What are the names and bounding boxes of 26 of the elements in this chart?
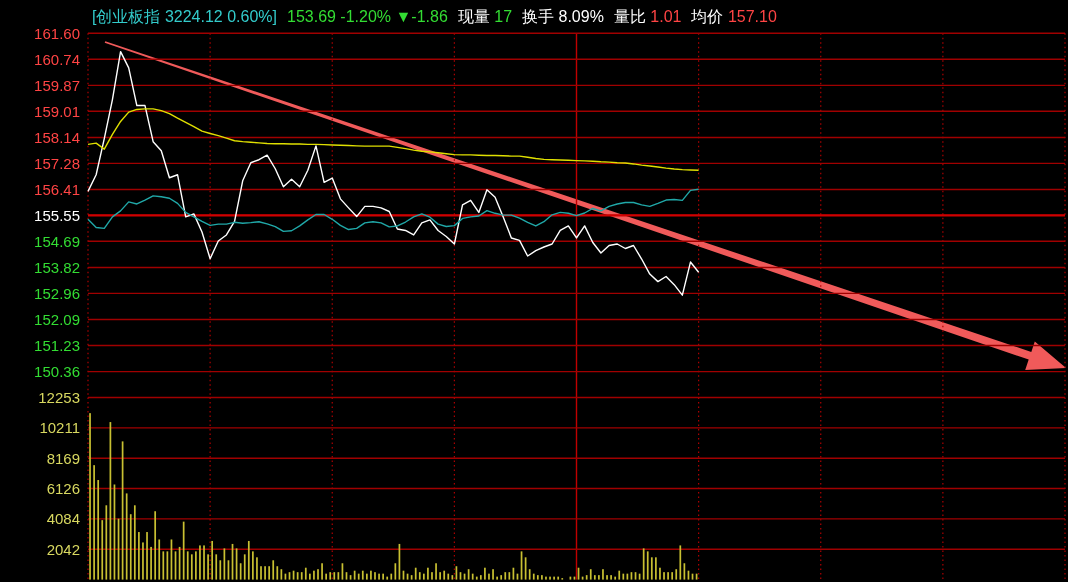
- text: [创业板指 3224.12 0.60%]: [92, 8, 277, 25]
- y-tick-label: 2042: [46, 540, 80, 558]
- y-tick-label: 160.74: [34, 50, 80, 68]
- y-tick-label: 152.96: [34, 284, 80, 302]
- y-tick-label: 6126: [46, 480, 80, 498]
- y-tick-label: 152.09: [34, 311, 80, 329]
- y-tick-label: 155.55: [34, 206, 80, 224]
- y-tick-label: 157.28: [34, 154, 80, 172]
- text: 153.69 -1.20% ▼-1.86: [286, 8, 448, 25]
- y-tick-label: 12253: [38, 389, 80, 406]
- text: 现量 17: [457, 8, 513, 25]
- y-tick-label: 159.01: [34, 102, 80, 120]
- text: 量比 1.01: [613, 8, 682, 25]
- y-tick-label: 151.23: [34, 336, 80, 354]
- y-tick-label: 158.14: [34, 128, 80, 146]
- y-tick-label: 154.69: [34, 232, 80, 250]
- y-tick-label: 156.41: [34, 181, 80, 199]
- y-tick-label: 8169: [46, 449, 80, 467]
- text: 均价 157.10: [690, 8, 777, 25]
- text: 换手 8.09%: [522, 8, 604, 25]
- y-tick-label: 150.36: [34, 363, 80, 381]
- y-tick-label: 10211: [39, 419, 80, 437]
- y-tick-label: 153.82: [34, 258, 80, 276]
- y-tick-label: 161.60: [34, 24, 80, 42]
- y-tick-label: 159.87: [34, 76, 80, 94]
- y-tick-label: 4084: [46, 510, 80, 528]
